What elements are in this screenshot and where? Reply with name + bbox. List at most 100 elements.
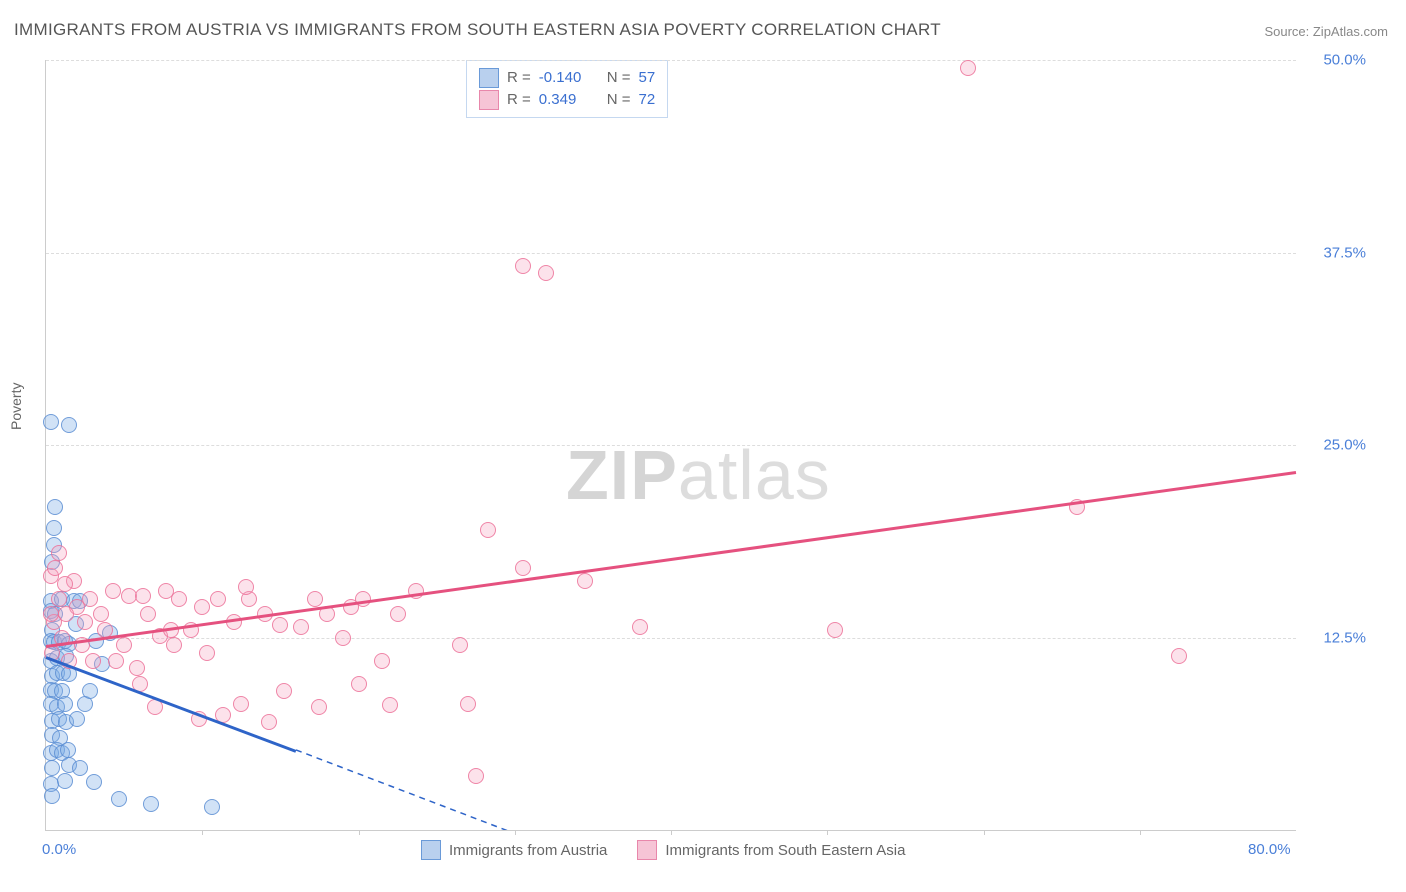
data-point (135, 588, 151, 604)
data-point (47, 560, 63, 576)
legend-n-value: 72 (639, 89, 656, 111)
data-point (105, 583, 121, 599)
data-point (69, 711, 85, 727)
data-point (515, 560, 531, 576)
watermark: ZIPatlas (566, 435, 831, 515)
data-point (460, 696, 476, 712)
legend-n-label: N = (607, 89, 631, 111)
data-point (577, 573, 593, 589)
data-point (51, 545, 67, 561)
data-point (143, 796, 159, 812)
plot-area: ZIPatlas R = -0.140 N = 57 R = 0.349 N = 72… (45, 60, 1296, 831)
trend-line (46, 471, 1296, 647)
x-tick-mark (359, 830, 360, 835)
gridline (46, 445, 1296, 446)
data-point (44, 760, 60, 776)
correlation-legend: R = -0.140 N = 57 R = 0.349 N = 72 (466, 60, 668, 118)
data-point (51, 591, 67, 607)
data-point (140, 606, 156, 622)
data-point (86, 774, 102, 790)
y-tick-label: 12.5% (1306, 629, 1366, 646)
data-point (166, 637, 182, 653)
data-point (77, 614, 93, 630)
legend-row: R = 0.349 N = 72 (479, 89, 655, 111)
y-tick-label: 50.0% (1306, 52, 1366, 69)
legend-r-label: R = (507, 67, 531, 89)
data-point (60, 742, 76, 758)
data-point (158, 583, 174, 599)
x-tick-mark (1140, 830, 1141, 835)
data-point (452, 637, 468, 653)
data-point (335, 630, 351, 646)
gridline (46, 60, 1296, 61)
y-tick-label: 25.0% (1306, 437, 1366, 454)
data-point (82, 683, 98, 699)
series-legend: Immigrants from Austria Immigrants from S… (421, 840, 905, 860)
data-point (960, 60, 976, 76)
data-point (129, 660, 145, 676)
data-point (44, 788, 60, 804)
legend-n-label: N = (607, 67, 631, 89)
x-tick-mark (671, 830, 672, 835)
data-point (93, 606, 109, 622)
y-tick-label: 37.5% (1306, 244, 1366, 261)
data-point (1171, 648, 1187, 664)
data-point (204, 799, 220, 815)
data-point (194, 599, 210, 615)
data-point (382, 697, 398, 713)
legend-swatch (479, 90, 499, 110)
data-point (43, 414, 59, 430)
data-point (293, 619, 309, 635)
data-point (272, 617, 288, 633)
data-point (72, 760, 88, 776)
legend-r-value: 0.349 (539, 89, 599, 111)
x-tick-label: 0.0% (42, 841, 76, 858)
legend-series-name: Immigrants from Austria (449, 842, 607, 859)
data-point (116, 637, 132, 653)
legend-r-label: R = (507, 89, 531, 111)
data-point (199, 645, 215, 661)
data-point (480, 522, 496, 538)
x-tick-mark (984, 830, 985, 835)
data-point (61, 417, 77, 433)
data-point (390, 606, 406, 622)
data-point (233, 696, 249, 712)
data-point (111, 791, 127, 807)
data-point (57, 696, 73, 712)
gridline (46, 638, 1296, 639)
data-point (46, 520, 62, 536)
legend-item: Immigrants from Austria (421, 840, 607, 860)
data-point (632, 619, 648, 635)
y-axis-label: Poverty (8, 383, 24, 430)
data-point (276, 683, 292, 699)
data-point (47, 499, 63, 515)
data-point (307, 591, 323, 607)
data-point (468, 768, 484, 784)
data-point (108, 653, 124, 669)
data-point (374, 653, 390, 669)
x-tick-mark (827, 830, 828, 835)
data-point (351, 676, 367, 692)
legend-row: R = -0.140 N = 57 (479, 67, 655, 89)
legend-swatch (479, 68, 499, 88)
data-point (515, 258, 531, 274)
data-point (538, 265, 554, 281)
data-point (210, 591, 226, 607)
x-tick-label: 80.0% (1248, 841, 1291, 858)
data-point (311, 699, 327, 715)
legend-n-value: 57 (639, 67, 656, 89)
legend-swatch (421, 840, 441, 860)
data-point (238, 579, 254, 595)
data-point (57, 773, 73, 789)
data-point (408, 583, 424, 599)
data-point (827, 622, 843, 638)
data-point (57, 576, 73, 592)
source-label: Source: ZipAtlas.com (1264, 24, 1388, 39)
gridline (46, 253, 1296, 254)
legend-item: Immigrants from South Eastern Asia (637, 840, 905, 860)
legend-r-value: -0.140 (539, 67, 599, 89)
x-tick-mark (202, 830, 203, 835)
chart-title: IMMIGRANTS FROM AUSTRIA VS IMMIGRANTS FR… (14, 20, 941, 40)
legend-swatch (637, 840, 657, 860)
data-point (261, 714, 277, 730)
